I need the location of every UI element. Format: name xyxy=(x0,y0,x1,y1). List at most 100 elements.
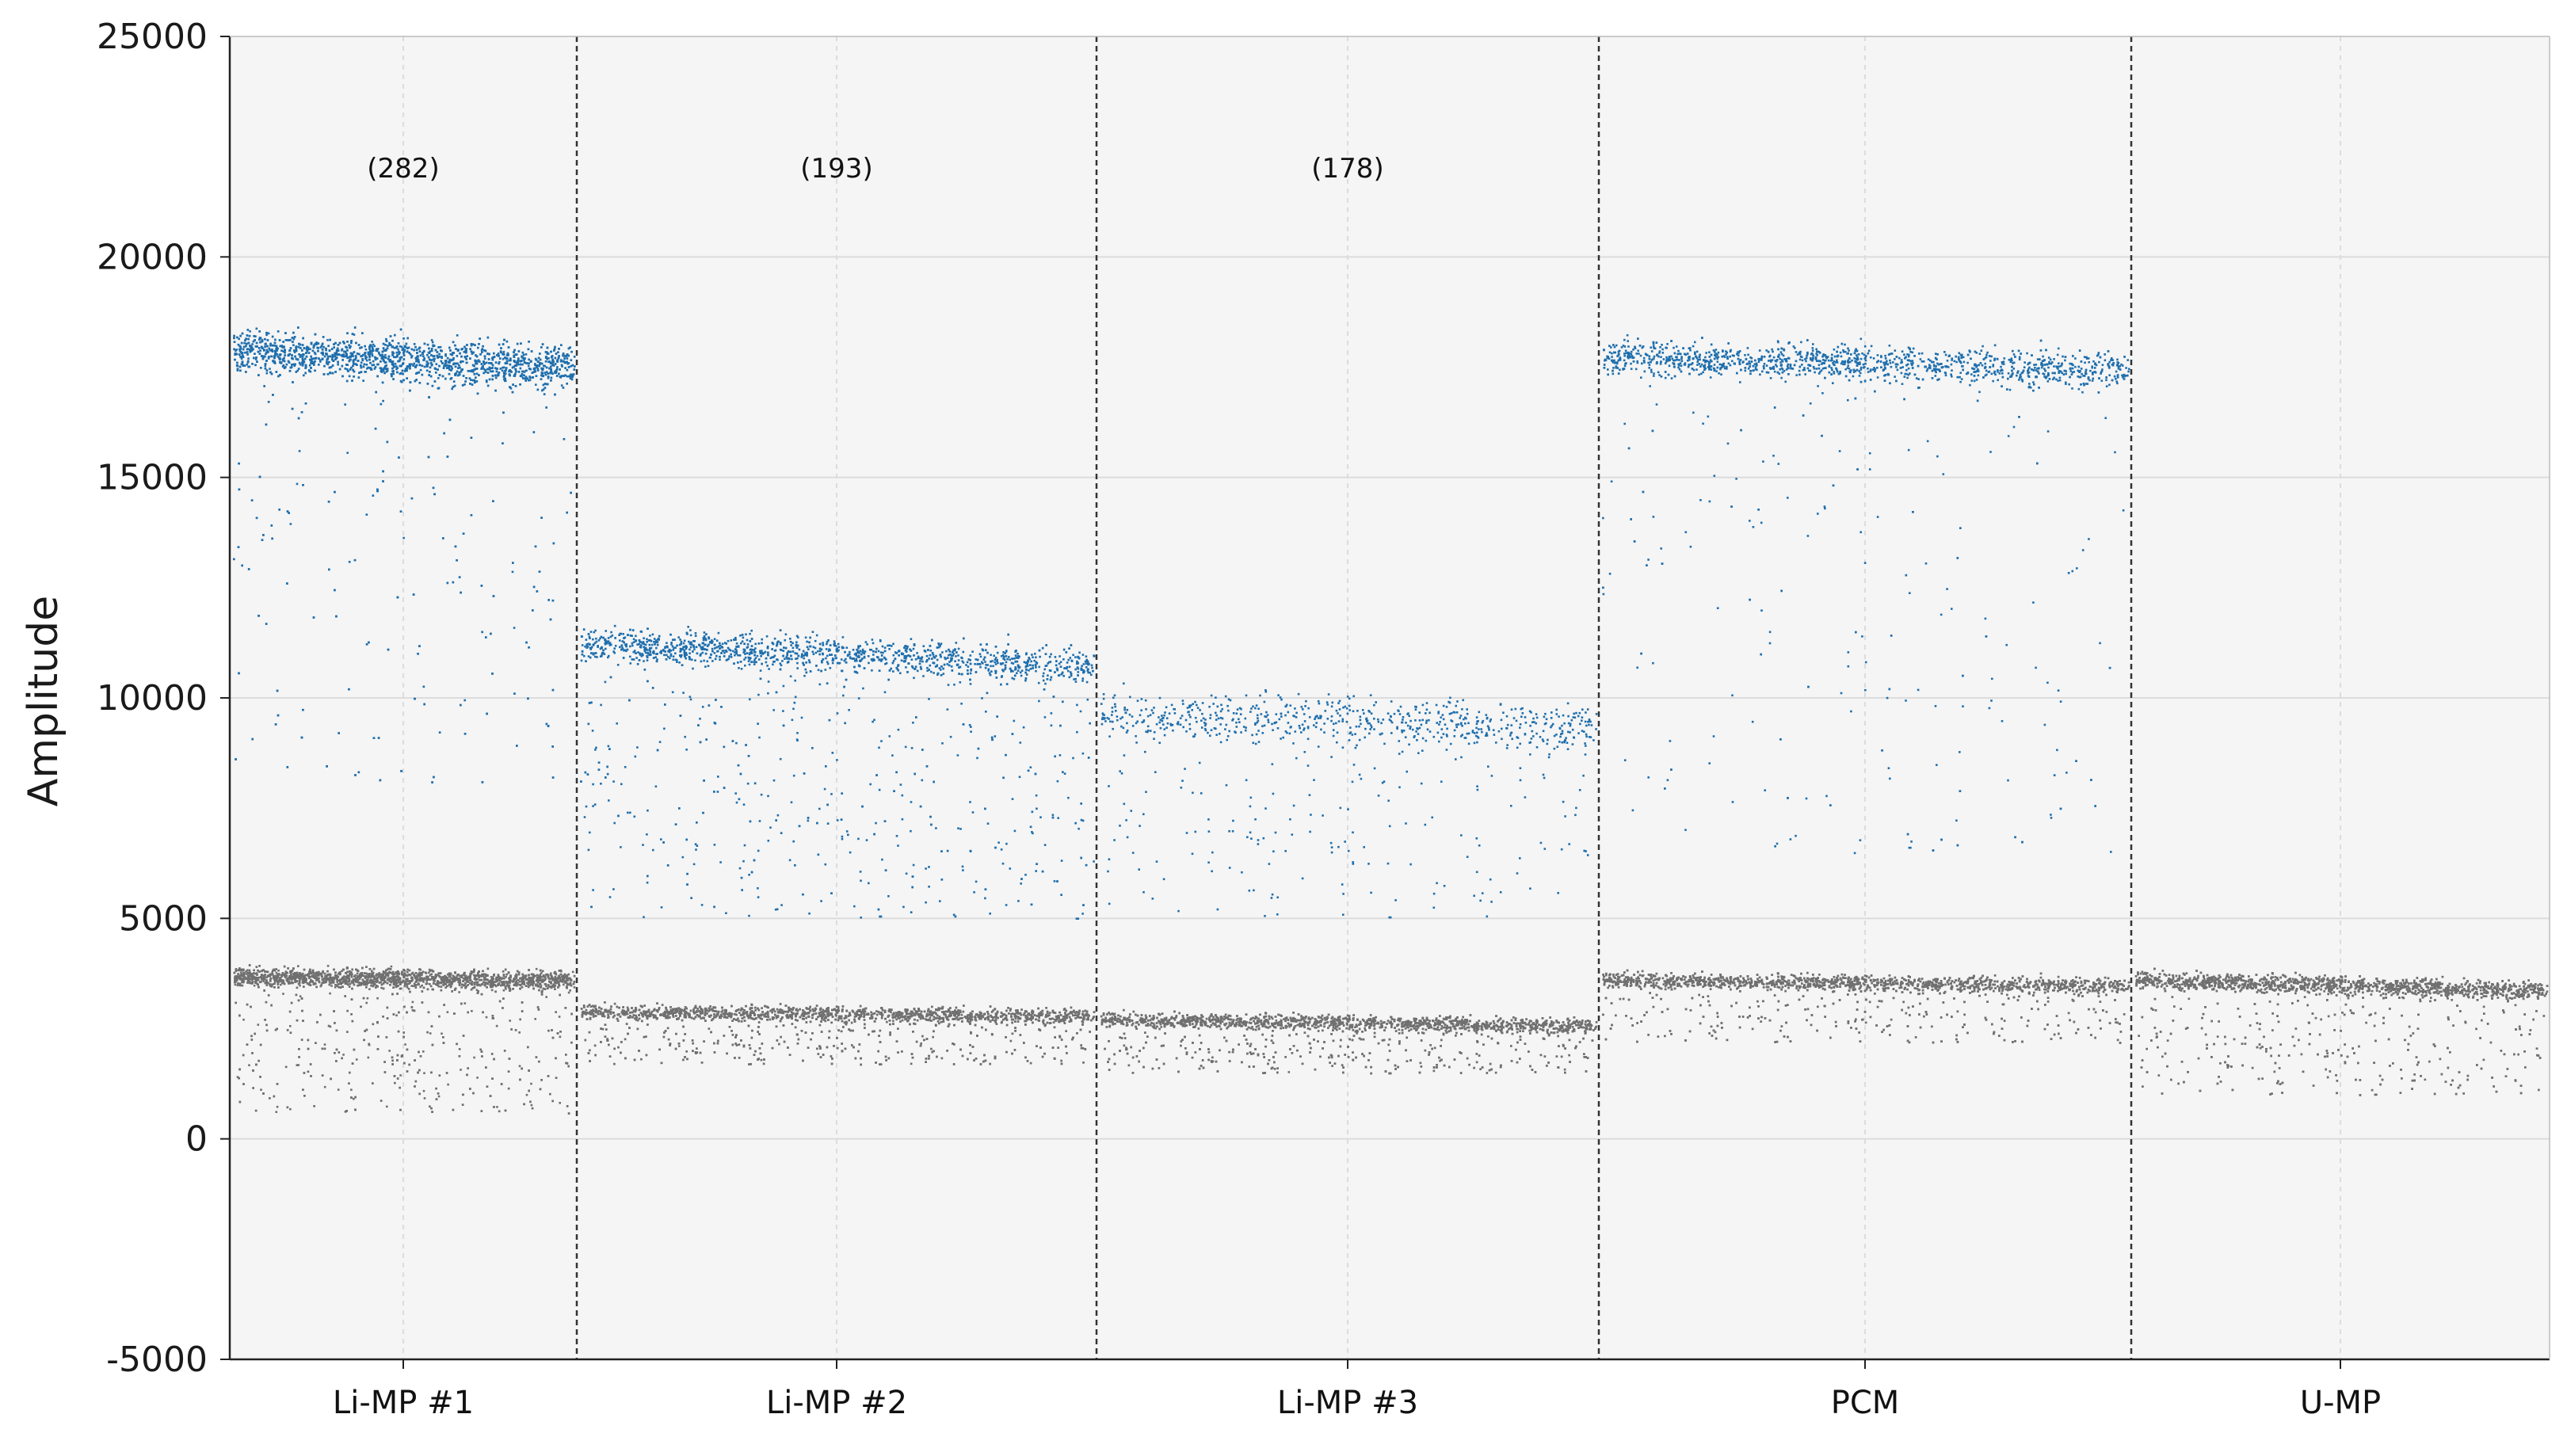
droplet-point xyxy=(247,357,250,360)
droplet-point xyxy=(249,981,251,983)
droplet-point xyxy=(272,974,274,976)
droplet-point xyxy=(513,627,516,629)
droplet-point xyxy=(336,974,338,977)
droplet-point xyxy=(519,1065,521,1068)
droplet-point xyxy=(395,985,397,987)
droplet-point xyxy=(310,1063,312,1065)
droplet-point xyxy=(435,1088,437,1090)
droplet-point xyxy=(485,1066,487,1069)
droplet-point xyxy=(475,974,478,977)
droplet-point xyxy=(552,1037,555,1039)
droplet-point xyxy=(303,1072,306,1074)
droplet-point xyxy=(464,1002,467,1004)
droplet-point xyxy=(255,980,257,982)
droplet-point xyxy=(292,967,295,970)
droplet-point xyxy=(391,966,393,968)
droplet-point xyxy=(377,1035,380,1038)
droplet-point xyxy=(273,978,276,981)
droplet-point xyxy=(473,1057,475,1059)
droplet-point xyxy=(431,1111,433,1113)
droplet-point xyxy=(287,967,289,970)
droplet-point xyxy=(238,1015,241,1017)
droplet-point xyxy=(522,976,524,978)
droplet-point xyxy=(505,985,507,988)
droplet-point xyxy=(309,969,311,971)
droplet-point xyxy=(473,981,475,984)
droplet-point xyxy=(467,1067,469,1069)
droplet-point xyxy=(486,1085,489,1088)
droplet-point xyxy=(381,976,383,978)
droplet-point xyxy=(366,979,368,981)
droplet-point xyxy=(520,984,522,986)
droplet-point xyxy=(290,1031,292,1034)
droplet-point xyxy=(358,984,360,986)
droplet-point xyxy=(469,975,471,978)
droplet-point xyxy=(316,972,318,974)
droplet-point xyxy=(491,981,494,983)
droplet-point xyxy=(459,1048,461,1050)
droplet-point xyxy=(421,977,423,979)
droplet-point xyxy=(454,972,456,974)
droplet-point xyxy=(387,982,389,985)
droplet-point xyxy=(292,970,294,972)
droplet-point xyxy=(521,1001,524,1004)
droplet-point xyxy=(556,978,559,980)
droplet-point xyxy=(452,975,454,978)
droplet-point xyxy=(481,984,483,986)
droplet-point xyxy=(268,994,270,997)
droplet-point xyxy=(353,984,356,986)
droplet-point xyxy=(570,1042,573,1044)
droplet-point xyxy=(251,981,254,984)
droplet-point xyxy=(402,1031,405,1034)
droplet-point xyxy=(264,974,266,976)
droplet-point xyxy=(299,981,301,983)
droplet-point xyxy=(432,989,434,991)
droplet-point xyxy=(438,1096,441,1098)
droplet-point xyxy=(386,1036,388,1039)
droplet-point xyxy=(266,984,269,986)
droplet-point xyxy=(277,1106,279,1108)
droplet-point xyxy=(334,977,337,979)
droplet-point xyxy=(296,994,298,997)
droplet-point xyxy=(367,982,369,985)
droplet-point xyxy=(269,985,272,987)
droplet-point xyxy=(315,986,318,989)
droplet-point xyxy=(353,1049,356,1051)
droplet-point xyxy=(360,973,363,975)
droplet-point xyxy=(550,973,552,975)
droplet-point xyxy=(465,348,467,350)
droplet-point xyxy=(467,977,469,979)
droplet-point xyxy=(353,978,355,981)
droplet-point xyxy=(280,974,283,977)
droplet-point xyxy=(310,979,312,981)
droplet-point xyxy=(369,968,372,970)
droplet-point xyxy=(298,1000,300,1002)
droplet-point xyxy=(251,343,254,345)
droplet-point xyxy=(477,992,479,994)
droplet-point xyxy=(471,973,473,975)
droplet-point xyxy=(398,1031,400,1033)
droplet-point xyxy=(555,1077,558,1079)
droplet-point xyxy=(237,982,239,985)
droplet-point xyxy=(269,368,271,370)
droplet-point xyxy=(521,983,524,985)
droplet-point xyxy=(357,970,360,973)
droplet-point xyxy=(397,1077,399,1080)
droplet-point xyxy=(336,1049,338,1051)
droplet-point xyxy=(478,974,480,977)
droplet-point xyxy=(269,1097,271,1100)
droplet-point xyxy=(566,986,568,989)
droplet-point xyxy=(316,1021,318,1023)
droplet-point xyxy=(472,1092,475,1095)
droplet-point xyxy=(433,978,435,980)
droplet-point xyxy=(482,970,484,973)
droplet-point xyxy=(398,973,400,975)
droplet-point xyxy=(386,1106,388,1108)
droplet-point xyxy=(491,1053,494,1055)
droplet-point xyxy=(492,1017,494,1020)
droplet-point xyxy=(495,978,498,981)
droplet-point xyxy=(406,986,409,989)
droplet-point xyxy=(442,1036,444,1039)
droplet-point xyxy=(550,985,552,988)
droplet-point xyxy=(376,981,378,983)
